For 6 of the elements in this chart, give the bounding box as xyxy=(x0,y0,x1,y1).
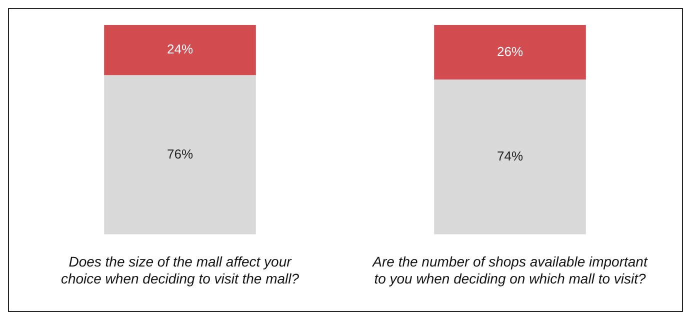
data-label: 24% xyxy=(166,42,194,57)
data-label: 26% xyxy=(496,44,524,59)
x-tick-label: Does the size of the mall affect your choice when deciding to visit the mall? xyxy=(60,254,300,286)
data-label: 74% xyxy=(496,148,524,164)
x-tick-label: Are the number of shops available important to you when deciding on which mall to visit? xyxy=(372,254,648,286)
data-label: 76% xyxy=(166,146,194,162)
